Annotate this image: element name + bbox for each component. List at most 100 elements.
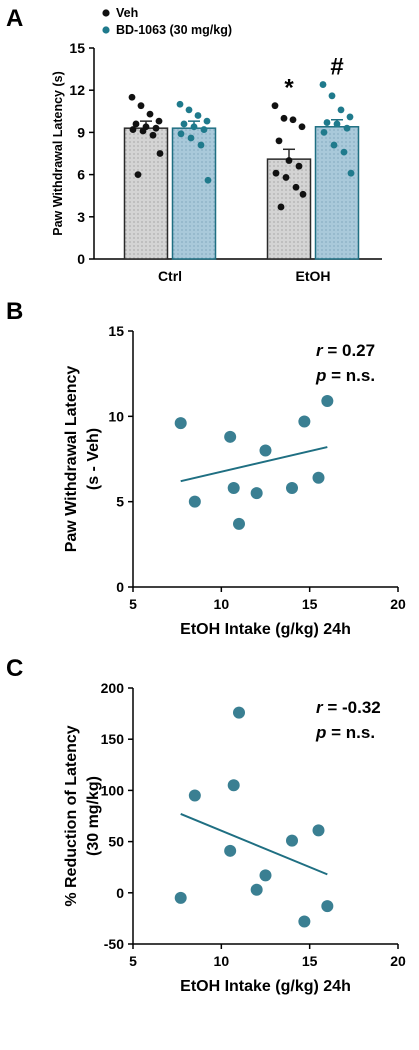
data-point <box>312 471 325 484</box>
y-axis-label: (s - Veh) <box>85 428 102 490</box>
y-tick-label: 0 <box>77 251 85 267</box>
data-point <box>333 120 341 128</box>
data-point <box>292 183 300 191</box>
y-axis-label: Paw Withdrawal Latency <box>63 366 80 553</box>
bar <box>171 127 217 260</box>
data-point <box>128 93 136 101</box>
y-tick-label: -50 <box>104 936 124 952</box>
x-tick-label: EtOH <box>296 268 331 284</box>
data-point <box>299 190 307 198</box>
y-tick-label: 9 <box>77 124 85 140</box>
data-point <box>200 126 208 133</box>
x-axis-label: EtOH Intake (g/kg) 24h <box>180 978 351 995</box>
data-point <box>233 517 245 530</box>
data-point <box>285 157 293 164</box>
panel-label: C <box>6 655 23 682</box>
x-tick-label: 10 <box>214 953 230 969</box>
x-tick-label: Ctrl <box>158 268 182 284</box>
data-point <box>280 114 288 122</box>
data-point <box>185 106 193 114</box>
data-point <box>312 824 325 837</box>
data-point <box>286 482 298 495</box>
data-point <box>188 789 201 802</box>
data-point <box>233 706 245 719</box>
panel-label: A <box>6 5 23 32</box>
data-point <box>320 129 328 136</box>
p-number: = n.s. <box>326 723 375 742</box>
x-tick-label: 10 <box>214 596 230 612</box>
data-point <box>156 150 164 157</box>
regression-line <box>180 446 328 483</box>
x-axis-label: EtOH Intake (g/kg) 24h <box>180 621 351 638</box>
data-point <box>174 891 187 904</box>
data-point <box>129 126 137 133</box>
y-tick-label: 50 <box>108 834 124 850</box>
y-tick-label: 10 <box>108 408 124 424</box>
data-point <box>272 169 280 177</box>
data-point <box>155 117 163 125</box>
data-point <box>277 203 285 211</box>
data-point <box>298 123 306 131</box>
data-point <box>177 130 185 138</box>
data-point <box>190 123 198 131</box>
r-number: = 0.27 <box>323 341 375 360</box>
data-point <box>152 124 160 132</box>
y-tick-label: 15 <box>69 40 85 56</box>
legend-label: BD-1063 (30 mg/kg) <box>116 23 232 37</box>
x-tick-label: 15 <box>302 953 318 969</box>
data-point <box>343 124 351 132</box>
panel-c: C -50 0 50 100 150 200 5 10 15 20 EtOH Intake (g/kg… <box>6 655 406 995</box>
x-tick-label: 20 <box>390 596 406 612</box>
data-point <box>197 141 205 149</box>
data-point <box>188 495 201 508</box>
r-symbol: r <box>316 341 324 360</box>
data-point <box>330 141 338 149</box>
y-tick-label: 0 <box>116 885 124 901</box>
data-point <box>298 915 311 928</box>
data-point <box>204 176 212 184</box>
x-tick-label: 5 <box>129 596 137 612</box>
data-point <box>298 415 311 428</box>
data-point <box>275 137 283 145</box>
data-point <box>319 81 327 88</box>
data-point <box>176 100 184 108</box>
data-point <box>282 174 290 181</box>
p-symbol: p <box>315 723 326 742</box>
y-tick-label: 12 <box>69 82 85 98</box>
data-point <box>259 444 272 457</box>
y-tick-label: 15 <box>108 323 124 339</box>
data-point <box>194 112 202 119</box>
r-value: r = 0.27 <box>316 341 375 360</box>
data-point <box>227 482 240 495</box>
data-point <box>146 110 154 118</box>
data-point <box>321 900 334 913</box>
panel-a: A 0 3 6 9 12 15 Paw Withdrawal Latency (s) Ctrl E… <box>6 5 382 284</box>
y-axis-label: % Reduction of Latency <box>63 725 80 906</box>
x-tick-label: 15 <box>302 596 318 612</box>
y-tick-label: 5 <box>116 494 124 510</box>
data-point <box>224 844 237 857</box>
data-point <box>289 116 297 124</box>
p-number: = n.s. <box>326 366 375 385</box>
legend-marker <box>102 26 110 34</box>
bar <box>123 127 169 260</box>
data-point <box>203 117 211 125</box>
p-symbol: p <box>315 366 326 385</box>
legend-label: Veh <box>116 6 138 20</box>
data-point <box>134 171 142 179</box>
data-point <box>337 106 345 114</box>
p-value: p = n.s. <box>315 366 375 385</box>
data-point <box>149 131 157 139</box>
bar <box>314 126 360 260</box>
panel-label: B <box>6 298 23 325</box>
y-tick-label: 0 <box>116 579 124 595</box>
data-point <box>227 779 240 792</box>
legend-marker <box>102 9 110 17</box>
y-axis-label: Paw Withdrawal Latency (s) <box>51 71 65 236</box>
p-value: p = n.s. <box>315 723 375 742</box>
r-number: = -0.32 <box>323 698 381 717</box>
data-point <box>346 113 354 121</box>
regression-line <box>180 813 328 876</box>
data-point <box>139 127 147 135</box>
